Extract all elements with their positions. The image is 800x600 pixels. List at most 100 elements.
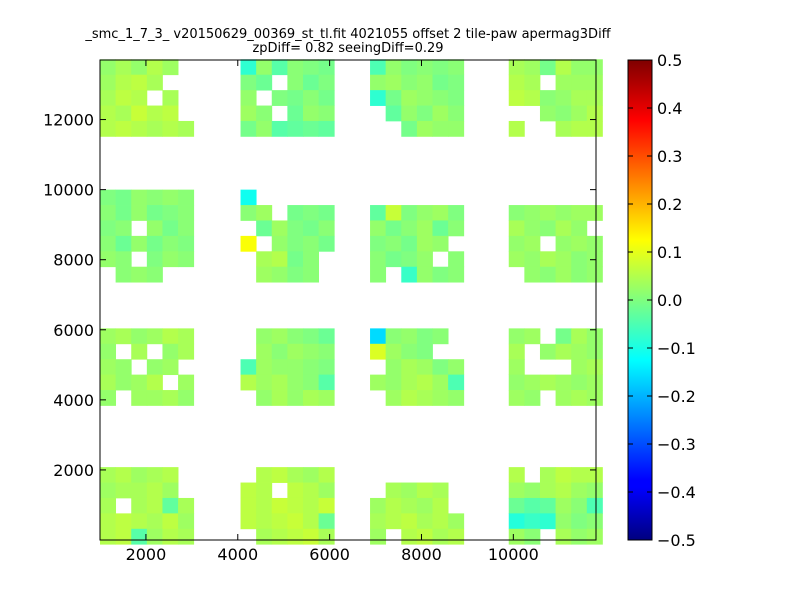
colorbar-tick-label: −0.5 <box>657 531 696 550</box>
heatmap-cell <box>586 120 603 137</box>
heatmap-cell <box>586 266 603 283</box>
heatmap-cell <box>131 513 148 530</box>
heatmap-cell <box>178 328 195 345</box>
heatmap-cell <box>287 220 304 237</box>
heatmap-cell <box>115 251 132 268</box>
heatmap-cell <box>271 251 288 268</box>
heatmap-cell <box>100 528 117 545</box>
heatmap-cell <box>115 189 132 206</box>
heatmap-cell <box>401 74 418 91</box>
heatmap-cell <box>432 328 449 345</box>
heatmap-cell <box>539 343 556 360</box>
heatmap-cell <box>524 482 541 499</box>
heatmap-cell <box>416 374 433 391</box>
heatmap-cell <box>271 359 288 376</box>
heatmap-cell <box>432 359 449 376</box>
heatmap-cell <box>508 497 525 514</box>
heatmap-cell <box>302 120 320 137</box>
heatmap-cell <box>555 390 572 406</box>
heatmap-cell <box>448 528 465 545</box>
heatmap-cell <box>318 74 335 91</box>
heatmap-cell <box>131 120 148 137</box>
heatmap-cell <box>240 74 257 91</box>
heatmap-cell <box>586 467 603 483</box>
heatmap-cell <box>302 359 320 376</box>
heatmap-cell <box>586 205 603 221</box>
y-tick-label: 4000 <box>53 391 94 410</box>
heatmap-cell <box>432 120 449 137</box>
heatmap-cell <box>146 251 163 268</box>
heatmap-cell <box>524 205 541 221</box>
heatmap-cell <box>571 74 588 91</box>
heatmap-cell <box>586 374 603 391</box>
heatmap-cell <box>508 328 525 345</box>
heatmap-cell <box>100 359 117 376</box>
heatmap-cell <box>571 497 588 514</box>
heatmap-cell <box>385 482 402 499</box>
heatmap-cell <box>524 497 541 514</box>
heatmap-cell <box>178 235 195 252</box>
heatmap-cell <box>586 390 603 406</box>
heatmap-cell <box>571 220 588 237</box>
heatmap-cell <box>178 528 195 545</box>
heatmap-cell <box>432 90 449 106</box>
heatmap-cell <box>287 497 304 514</box>
heatmap-cell <box>271 235 288 252</box>
heatmap-cell <box>448 105 465 122</box>
heatmap-cell <box>240 205 257 221</box>
heatmap-cell <box>146 59 163 76</box>
heatmap-cell <box>287 513 304 530</box>
heatmap-cell <box>162 105 179 122</box>
heatmap-cell <box>571 359 588 376</box>
heatmap-cell <box>432 390 449 406</box>
colorbar-tick-label: −0.2 <box>657 387 696 406</box>
heatmap-cell <box>555 467 572 483</box>
heatmap-cell <box>240 120 257 137</box>
heatmap-cell <box>131 74 148 91</box>
heatmap-cell <box>162 528 179 545</box>
heatmap-cell <box>318 513 335 530</box>
heatmap-cell <box>448 220 465 237</box>
heatmap-cell <box>432 205 449 221</box>
heatmap-cell <box>287 390 304 406</box>
heatmap-cell <box>240 90 257 106</box>
heatmap-cell <box>302 266 320 283</box>
heatmap-cell <box>416 105 433 122</box>
heatmap-cell <box>370 343 387 360</box>
heatmap-cell <box>370 374 387 391</box>
heatmap-cell <box>302 105 320 122</box>
heatmap-cell <box>448 120 465 137</box>
heatmap-cell <box>115 374 132 391</box>
heatmap-cell <box>385 59 402 76</box>
heatmap-cell <box>401 59 418 76</box>
x-tick-label: 10000 <box>488 545 539 564</box>
heatmap-cell <box>287 120 304 137</box>
heatmap-cell <box>448 251 465 268</box>
y-tick-label: 10000 <box>43 181 94 200</box>
heatmap-cell <box>162 390 179 406</box>
heatmap-cell <box>539 497 556 514</box>
heatmap-cell <box>256 374 273 391</box>
heatmap-cell <box>240 359 257 376</box>
heatmap-cell <box>508 467 525 483</box>
heatmap-cell <box>571 528 588 545</box>
heatmap-cell <box>271 120 288 137</box>
heatmap-cell <box>385 235 402 252</box>
y-tick-label: 2000 <box>53 461 94 480</box>
heatmap-cell <box>571 328 588 345</box>
heatmap-cell <box>178 343 195 360</box>
heatmap-cell <box>416 266 433 283</box>
heatmap-cell <box>271 343 288 360</box>
heatmap-cell <box>256 390 273 406</box>
heatmap-cell <box>271 374 288 391</box>
heatmap-cell <box>539 374 556 391</box>
plot-area-background <box>100 60 596 540</box>
heatmap-cell <box>318 205 335 221</box>
heatmap-cell <box>100 90 117 106</box>
heatmap-cell <box>401 497 418 514</box>
heatmap-cell <box>115 528 132 545</box>
heatmap-cell <box>571 205 588 221</box>
heatmap-cell <box>370 328 387 345</box>
heatmap-cell <box>571 482 588 499</box>
